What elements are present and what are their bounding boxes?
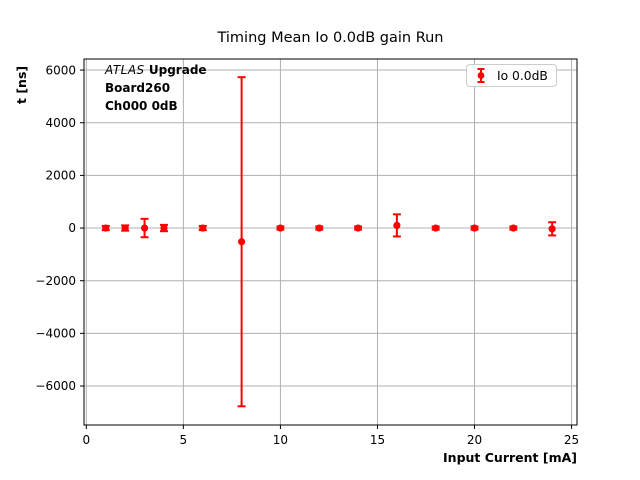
- data-point-marker: [354, 224, 362, 232]
- annotation-upgrade: Upgrade: [148, 63, 207, 77]
- x-tick-label: 25: [564, 433, 579, 447]
- y-tick-label: 2000: [45, 169, 76, 183]
- x-tick-label: 5: [180, 433, 188, 447]
- y-tick-label: −4000: [35, 327, 76, 341]
- legend-errorbar-icon: [477, 68, 485, 83]
- y-tick-label: 0: [68, 221, 76, 235]
- data-point-marker: [121, 224, 129, 232]
- y-tick-label: 4000: [45, 116, 76, 130]
- data-point-marker: [199, 224, 207, 232]
- x-tick-label: 20: [467, 433, 482, 447]
- data-point-marker: [102, 224, 110, 232]
- y-axis-label: t [ns]: [14, 65, 29, 104]
- annotation-line-2: Board260: [105, 81, 171, 95]
- legend-box: Io 0.0dB: [466, 64, 557, 87]
- y-tick-label: −2000: [35, 274, 76, 288]
- axes-frame: [83, 58, 578, 426]
- data-point-marker: [432, 224, 440, 232]
- plot-annotation: ATLAS Upgrade Board260 Ch000 0dB: [105, 61, 207, 115]
- y-tick-label: 6000: [45, 63, 76, 77]
- data-point-marker: [276, 224, 285, 232]
- annotation-atlas: ATLAS: [105, 63, 145, 77]
- chart-title: Timing Mean Io 0.0dB gain Run: [217, 30, 444, 46]
- legend-label: Io 0.0dB: [497, 68, 548, 83]
- y-tick-label: −6000: [35, 379, 76, 393]
- data-point-marker: [470, 224, 479, 232]
- data-point-marker: [509, 224, 517, 232]
- x-axis-label: Input Current [mA]: [443, 450, 577, 465]
- data-point-marker: [315, 224, 323, 232]
- data-point-marker: [393, 221, 401, 230]
- annotation-line-1: ATLAS Upgrade: [105, 61, 207, 79]
- annotation-line-3: Ch000 0dB: [105, 99, 178, 113]
- x-tick-label: 15: [370, 433, 385, 447]
- data-point-marker: [548, 225, 556, 233]
- data-point-marker: [160, 224, 168, 232]
- data-point-marker: [238, 238, 246, 246]
- data-point-marker: [140, 224, 149, 232]
- x-tick-label: 10: [273, 433, 288, 447]
- x-tick-label: 0: [83, 433, 91, 447]
